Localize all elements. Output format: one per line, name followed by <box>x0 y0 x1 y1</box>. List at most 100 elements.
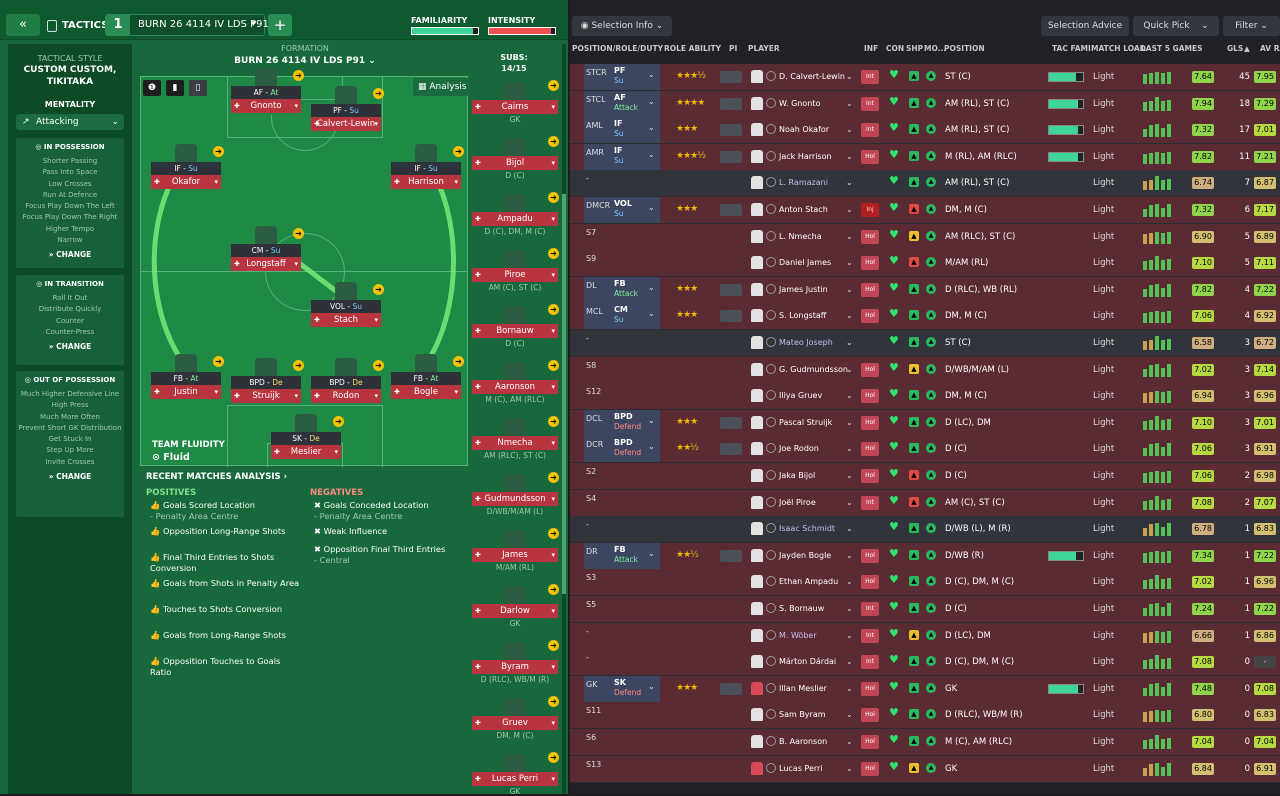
position-code[interactable]: - <box>586 520 589 530</box>
player-role[interactable]: BPD - De <box>311 376 381 389</box>
role-duty[interactable]: FB Attack <box>614 545 638 565</box>
chevron-down-icon[interactable]: ⌄ <box>846 231 853 241</box>
instruction-arrow-icon[interactable]: ➜ <box>333 416 344 427</box>
player-name[interactable]: Stach <box>311 313 381 327</box>
instruction-arrow-icon[interactable]: ➜ <box>548 416 559 427</box>
player-name[interactable]: S. Bornauw <box>779 604 825 613</box>
table-row[interactable]: S3 Ethan Ampadu ⌄ Hol ♥ ▲ ▲ D (C), DM, M (C) Lig… <box>570 569 1280 597</box>
table-row[interactable]: CM Su ⌄ MCL ★★★ S. Longstaff ⌄ Hol ♥ ▲ ▲ DM, M (C) L… <box>570 303 1280 331</box>
sub-player-name[interactable]: Nmecha <box>472 436 558 450</box>
chevron-down-icon[interactable]: ⌄ <box>846 98 853 108</box>
table-row[interactable]: - L. Ramazani ⌄ ♥ ▲ ▲ AM (RL), ST (C) Light 6.74… <box>570 170 1280 198</box>
player-role[interactable]: AF - At <box>231 86 301 99</box>
player-instructions-icon[interactable] <box>720 283 742 296</box>
position-code[interactable]: S3 <box>586 573 597 583</box>
instruction-arrow-icon[interactable]: ➜ <box>548 752 559 763</box>
position-code[interactable]: S2 <box>586 467 597 476</box>
position-code[interactable]: MCL <box>586 307 603 317</box>
analysis-button[interactable]: ▦ Analysis <box>413 78 469 96</box>
position-code[interactable]: - <box>586 334 589 343</box>
position-code[interactable]: DMCR <box>586 201 611 210</box>
player-name[interactable]: Mateo Joseph <box>779 338 833 347</box>
player-role[interactable]: BPD - De <box>231 376 301 389</box>
role-duty[interactable]: CM Su <box>614 305 628 325</box>
player-role[interactable]: VOL - Su <box>311 300 381 313</box>
player-name[interactable]: Calvert-Lewin <box>311 117 381 131</box>
table-row[interactable]: BPD Defend ⌄ DCL ★★★ Pascal Struijk ⌄ Hol ♥ ▲ ▲ D (… <box>570 409 1280 437</box>
instruction-arrow-icon[interactable]: ➜ <box>548 472 559 483</box>
table-row[interactable]: S6 B. Aaronson ⌄ Hol ♥ ▲ ▲ M (C), AM (RLC) Light… <box>570 729 1280 756</box>
position-code[interactable]: DR <box>586 546 598 556</box>
player-name[interactable]: Longstaff <box>231 257 301 271</box>
instruction-arrow-icon[interactable]: ➜ <box>548 304 559 315</box>
player-instructions-icon[interactable] <box>720 124 742 137</box>
position-code[interactable]: - <box>586 174 589 184</box>
position-code[interactable]: S13 <box>586 759 602 769</box>
role-duty[interactable]: BPD Defend <box>614 412 641 432</box>
instruction-arrow-icon[interactable]: ➜ <box>548 80 559 91</box>
player-name[interactable]: Márton Dárdai <box>779 657 837 667</box>
chevron-down-icon[interactable]: ⌄ <box>648 96 655 106</box>
chevron-down-icon[interactable]: ⌄ <box>846 710 853 720</box>
change-button[interactable]: » CHANGE <box>16 342 124 351</box>
player-instructions-icon[interactable] <box>720 150 742 163</box>
player-name[interactable]: Iliya Gruev <box>779 391 823 401</box>
instruction-arrow-icon[interactable]: ➜ <box>293 228 304 239</box>
player-instructions-icon[interactable] <box>720 71 742 83</box>
chevron-down-icon[interactable]: ⌄ <box>846 417 853 427</box>
chevron-down-icon[interactable]: ⌄ <box>846 550 853 560</box>
player-role[interactable]: FB - At <box>391 372 461 385</box>
chevron-down-icon[interactable]: ⌄ <box>648 203 655 212</box>
player-name[interactable]: Ethan Ampadu <box>779 577 839 587</box>
sub-player-name[interactable]: Bijol <box>472 156 558 170</box>
position-code[interactable]: S11 <box>586 706 602 716</box>
player-name[interactable]: Isaac Schmidt <box>779 524 836 534</box>
chevron-down-icon[interactable]: ⌄ <box>846 444 853 454</box>
sub-player-name[interactable]: Gruev <box>472 716 558 730</box>
sub-player-name[interactable]: Ampadu <box>472 212 558 226</box>
position-code[interactable]: GK <box>586 679 598 689</box>
chevron-down-icon[interactable]: ⌄ <box>846 151 853 161</box>
position-code[interactable]: - <box>586 653 589 663</box>
position-code[interactable]: DL <box>586 280 597 290</box>
player-name[interactable]: Anton Stach <box>779 205 828 214</box>
table-row[interactable]: S5 S. Bornauw ⌄ Int ♥ ▲ ▲ D (C) Light 7.24 1 7.22 <box>570 596 1280 623</box>
instruction-arrow-icon[interactable]: ➜ <box>293 70 304 81</box>
player-name[interactable]: M. Wöber <box>779 630 817 640</box>
role-duty[interactable]: FB Attack <box>614 279 638 299</box>
chevron-down-icon[interactable]: ⌄ <box>846 737 853 746</box>
player-name[interactable]: L. Nmecha <box>779 231 822 241</box>
player-name[interactable]: James Justin <box>779 284 828 294</box>
mentality-dropdown[interactable]: ↗ Attacking ⌄ <box>16 114 124 130</box>
filter-button[interactable]: Filter ⌄ <box>1223 16 1280 36</box>
player-name[interactable]: Rodon <box>311 389 381 403</box>
column-header[interactable]: MO... <box>924 44 947 53</box>
role-duty[interactable]: VOL Su <box>614 199 632 219</box>
position-code[interactable]: S4 <box>586 493 597 503</box>
chevron-down-icon[interactable]: ⌄ <box>648 149 655 159</box>
player-name[interactable]: Okafor <box>151 175 221 189</box>
player-instructions-icon[interactable] <box>720 97 742 110</box>
position-code[interactable]: DCL <box>586 413 603 423</box>
chevron-down-icon[interactable]: ⌄ <box>846 471 853 480</box>
player-name[interactable]: Joël Piroe <box>779 497 816 507</box>
chevron-down-icon[interactable]: ⌄ <box>846 205 853 214</box>
column-header[interactable]: ROLE ABILITY <box>664 44 722 53</box>
instruction-arrow-icon[interactable]: ➜ <box>453 146 464 157</box>
table-row[interactable]: - Isaac Schmidt ⌄ ♥ ▲ ▲ D/WB (L), M (R) Light 6.… <box>570 516 1280 544</box>
chevron-down-icon[interactable]: ⌄ <box>648 442 655 452</box>
role-duty[interactable]: IF Su <box>614 119 624 139</box>
back-button[interactable]: « <box>6 14 40 36</box>
position-code[interactable]: - <box>586 626 589 636</box>
instruction-arrow-icon[interactable]: ➜ <box>373 360 384 371</box>
chevron-down-icon[interactable]: ⌄ <box>846 72 853 81</box>
column-header[interactable]: SHP <box>906 44 924 53</box>
role-duty[interactable]: PF Su <box>614 66 625 86</box>
table-row[interactable]: S13 Lucas Perri ⌄ Hol ♥ ▲ ▲ GK Light 6.84 0 6.91 <box>570 755 1280 783</box>
player-name[interactable]: Struijk <box>231 389 301 403</box>
player-name[interactable]: Joe Rodon <box>779 444 819 454</box>
instruction-arrow-icon[interactable]: ➜ <box>548 360 559 371</box>
role-duty[interactable]: AF Attack <box>614 93 638 113</box>
player-instructions-icon[interactable] <box>720 310 742 323</box>
table-row[interactable]: FB Attack ⌄ DR ★★½ Jayden Bogle ⌄ Hol ♥ ▲ ▲ D/WB (R… <box>570 542 1280 570</box>
